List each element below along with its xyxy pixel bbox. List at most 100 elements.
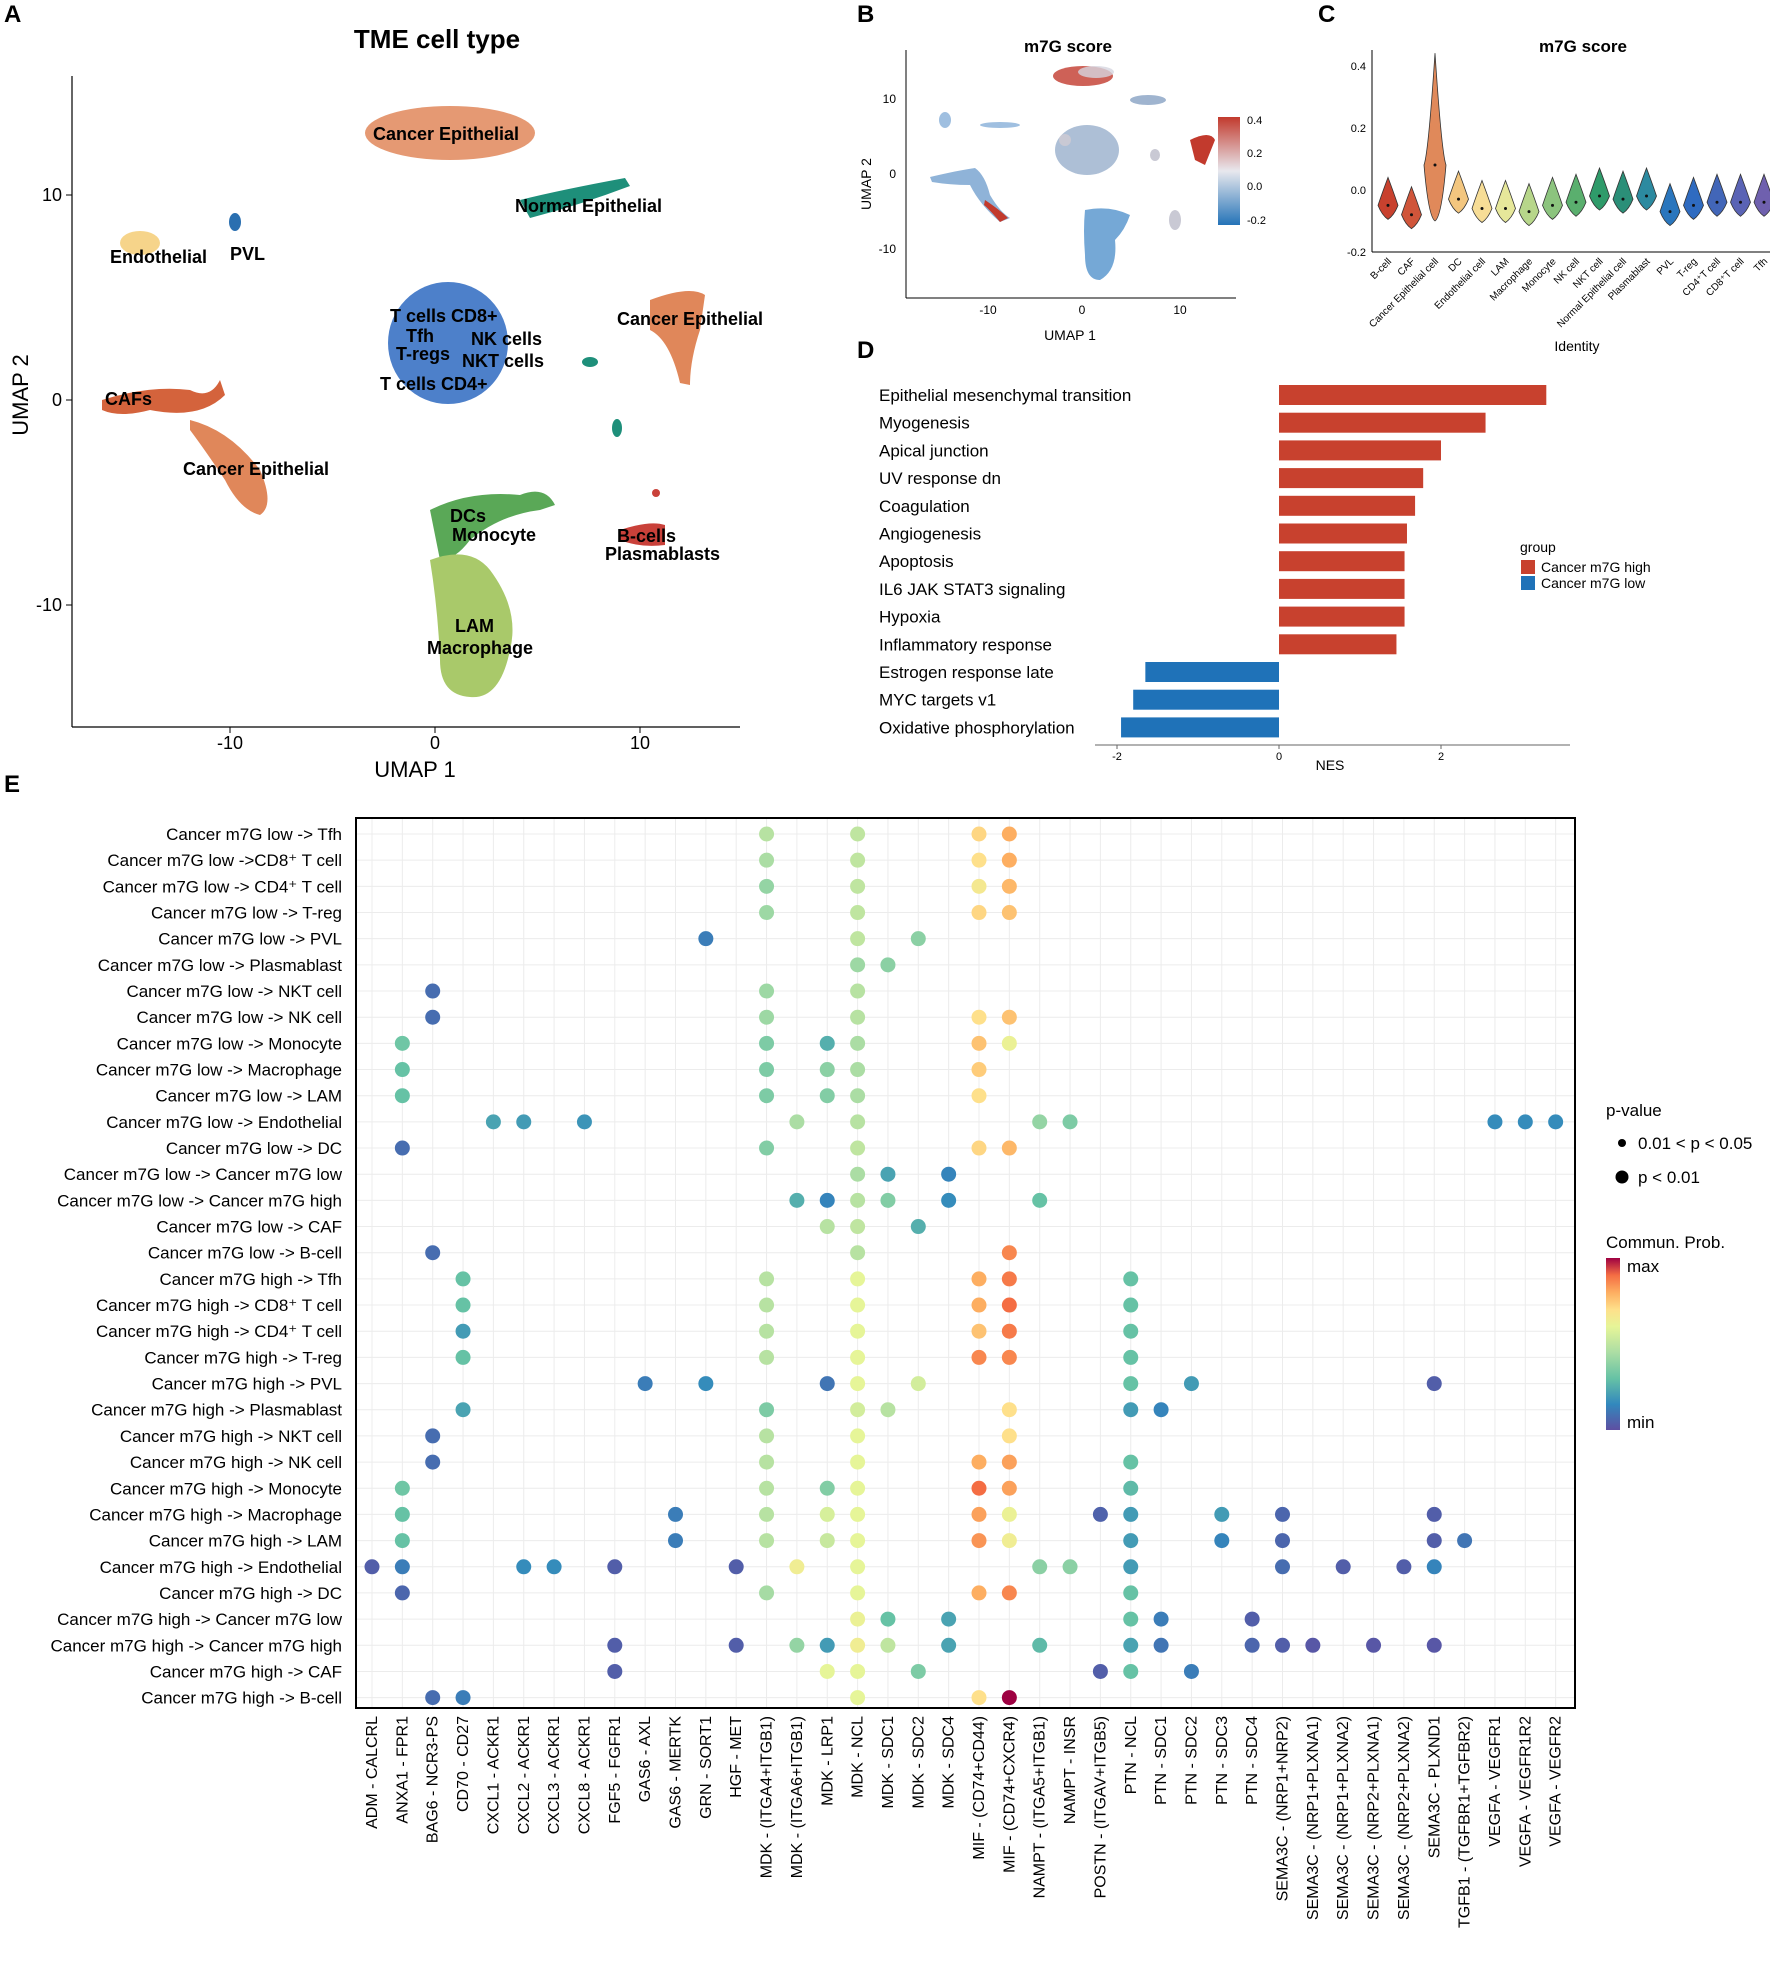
e-col-label: VEGFA - VEGFR2 xyxy=(1548,1716,1565,1847)
e-dot xyxy=(576,1114,592,1130)
d-legend-low: Cancer m7G low xyxy=(1541,575,1646,591)
label-nkt: NKT cells xyxy=(462,351,544,371)
d-category-label: Inflammatory response xyxy=(879,635,1052,654)
e-dot xyxy=(971,1009,987,1025)
e-row-label: Cancer m7G high -> CD8⁺ T cell xyxy=(96,1296,342,1315)
e-col-label: POSTN - (ITGAV+ITGB5) xyxy=(1092,1716,1109,1898)
b-colorbar xyxy=(1218,117,1240,225)
e-col-label: BAG6 - NCR3-PS xyxy=(425,1716,442,1843)
e-dot xyxy=(1001,1506,1017,1522)
e-dot xyxy=(698,931,714,947)
label-t-cd4: T cells CD4+ xyxy=(380,374,488,394)
e-col-label: PTN - SDC1 xyxy=(1153,1716,1170,1805)
e-row-label: Cancer m7G low -> NKT cell xyxy=(126,982,342,1001)
e-row-label: Cancer m7G high -> Tfh xyxy=(159,1270,342,1289)
violin-median xyxy=(1645,194,1648,198)
e-dot xyxy=(971,1454,987,1470)
e-dot xyxy=(1123,1637,1139,1653)
b-blob-center xyxy=(1055,125,1119,175)
b-title: m7G score xyxy=(1024,37,1112,56)
e-dot xyxy=(607,1559,623,1575)
violin xyxy=(1471,179,1493,223)
e-row-label: Cancer m7G high -> NKT cell xyxy=(120,1427,342,1446)
e-dot xyxy=(1001,1297,1017,1313)
e-dot xyxy=(1548,1114,1564,1130)
d-category-label: Angiogenesis xyxy=(879,525,981,544)
e-row-label: Cancer m7G high -> DC xyxy=(159,1584,342,1603)
e-dot xyxy=(1001,1349,1017,1365)
label-cancer-epithelial-1: Cancer Epithelial xyxy=(373,124,519,144)
b-xtick-m10: -10 xyxy=(979,303,997,317)
e-dot xyxy=(880,1637,896,1653)
e-dot xyxy=(698,1376,714,1392)
e-dot xyxy=(850,1663,866,1679)
e-dot xyxy=(850,957,866,973)
e-row-label: Cancer m7G high -> Plasmablast xyxy=(91,1401,342,1420)
e-col-label: SEMA3C - (NRP1+PLXNA2) xyxy=(1335,1716,1352,1920)
e-dot xyxy=(971,1506,987,1522)
e-row-label: Cancer m7G high -> Cancer m7G low xyxy=(57,1610,343,1629)
e-row-label: Cancer m7G low -> LAM xyxy=(155,1087,342,1106)
e-dot xyxy=(1305,1637,1321,1653)
violin xyxy=(1659,182,1681,227)
e-dot xyxy=(850,1009,866,1025)
e-dot xyxy=(394,1088,410,1104)
e-dot xyxy=(850,1062,866,1078)
e-dot xyxy=(516,1559,532,1575)
e-col-label: PTN - SDC4 xyxy=(1244,1716,1261,1805)
e-dot xyxy=(1153,1402,1169,1418)
e-dot xyxy=(1123,1454,1139,1470)
e-dot xyxy=(1123,1663,1139,1679)
panel-a: TME cell type Cancer Epithelial Normal E… xyxy=(8,24,763,782)
e-dot xyxy=(728,1637,744,1653)
violin xyxy=(1589,166,1610,211)
e-dot xyxy=(425,1690,441,1706)
violin-median xyxy=(1621,197,1625,201)
panel-e: Cancer m7G low -> Tfh Cancer m7G low ->CD… xyxy=(51,817,1752,1928)
e-dot xyxy=(850,1140,866,1156)
b-umap-blobs xyxy=(930,66,1215,280)
violin-median xyxy=(1504,206,1507,210)
e-dot xyxy=(1426,1559,1442,1575)
e-dot xyxy=(971,1088,987,1104)
b-ytick-0: 0 xyxy=(889,167,896,181)
cluster-cancer-epithelial-right xyxy=(650,291,705,385)
violin xyxy=(1706,173,1728,217)
label-t-cd8: T cells CD8+ xyxy=(390,306,498,326)
label-tregs: T-regs xyxy=(396,344,450,364)
e-dot xyxy=(819,1663,835,1679)
e-dot xyxy=(1244,1637,1260,1653)
d-bar xyxy=(1121,717,1279,738)
e-col-label: MIF - (CD74+CXCR4) xyxy=(1001,1716,1018,1873)
violin xyxy=(1612,170,1634,214)
e-dot xyxy=(819,1035,835,1051)
e-dot xyxy=(1032,1559,1048,1575)
e-col-label: ADM - CALCRL xyxy=(364,1716,381,1829)
e-dot xyxy=(850,852,866,868)
e-col-label: MDK - (ITGA6+ITGB1) xyxy=(789,1716,806,1878)
e-col-label: CXCL3 - ACKR1 xyxy=(546,1716,563,1834)
c-violins xyxy=(1377,53,1770,230)
e-col-label: PTN - SDC2 xyxy=(1183,1716,1200,1805)
cluster-dc-mono xyxy=(430,491,555,560)
e-dot xyxy=(1001,1480,1017,1496)
e-prob-max: max xyxy=(1627,1257,1660,1276)
a-ytick-m10: -10 xyxy=(36,595,62,615)
d-legend-swatch-low xyxy=(1521,576,1535,590)
panel-letter-b: B xyxy=(857,1,874,28)
e-col-label: TGFB1 - (TGFBR1+TGFBR2) xyxy=(1457,1716,1474,1928)
label-cancer-epithelial-2: Cancer Epithelial xyxy=(617,309,763,329)
e-col-label: SEMA3C - (NRP2+PLXNA2) xyxy=(1396,1716,1413,1920)
cluster-bcells-dot xyxy=(652,489,660,497)
b-ctick-3: -0.2 xyxy=(1247,215,1266,227)
violin-median xyxy=(1480,206,1484,210)
e-row-label: Cancer m7G high -> Macrophage xyxy=(89,1505,342,1524)
e-dot xyxy=(819,1192,835,1208)
violin-median xyxy=(1598,194,1601,198)
e-dot xyxy=(850,1271,866,1287)
e-dot xyxy=(850,826,866,842)
e-prob-title: Commun. Prob. xyxy=(1606,1233,1725,1252)
cluster-cafs xyxy=(102,380,225,414)
violin-median xyxy=(1762,200,1766,204)
e-dot xyxy=(1183,1663,1199,1679)
